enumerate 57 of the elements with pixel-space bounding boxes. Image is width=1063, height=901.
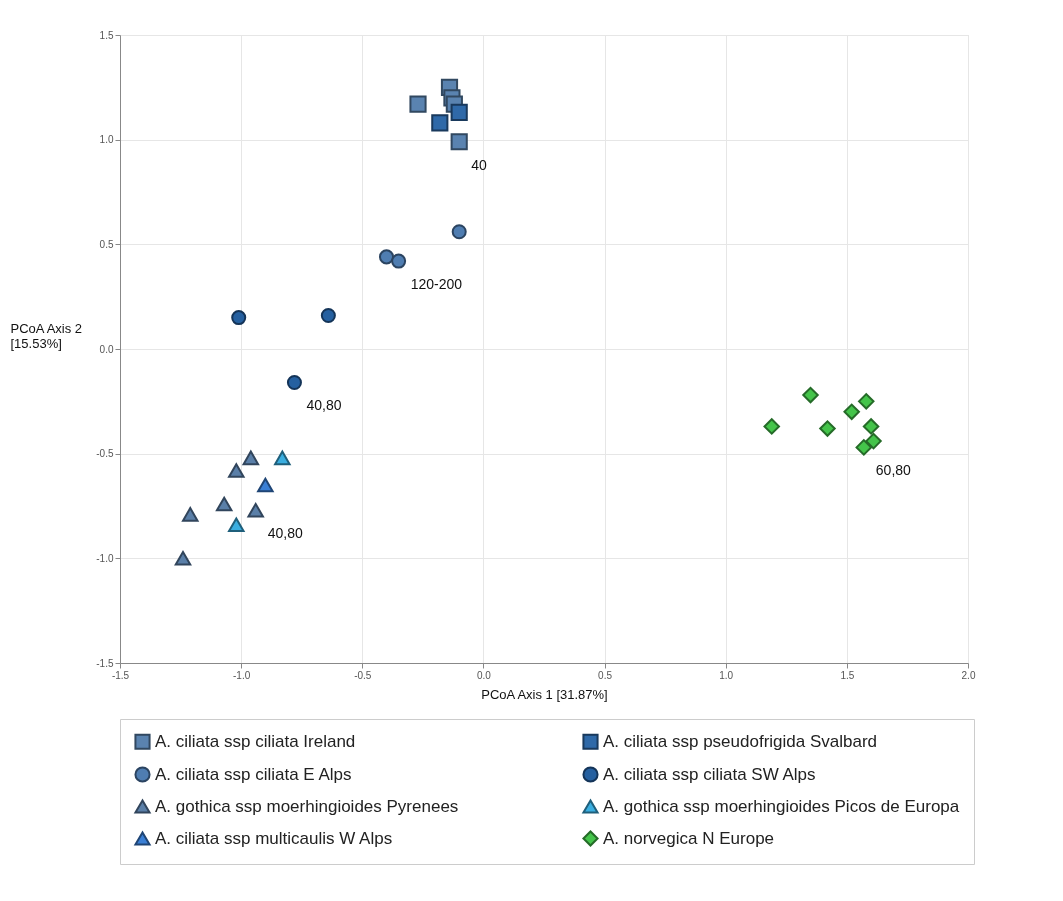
point bbox=[409, 95, 427, 113]
point bbox=[174, 551, 192, 566]
legend-label: A. ciliata ssp multicaulis W Alps bbox=[155, 828, 393, 848]
legend-label: A. gothica ssp moerhingioides Picos de Europa bbox=[603, 796, 960, 816]
x-tick-label: -1.5 bbox=[111, 669, 130, 681]
point bbox=[431, 114, 449, 132]
legend-label: A. ciliata ssp pseudofrigida Svalbard bbox=[603, 731, 878, 751]
point bbox=[819, 420, 836, 437]
legend-label: A. norvegica N Europe bbox=[603, 828, 775, 848]
x-tick-label: 1.0 bbox=[719, 669, 734, 681]
point bbox=[857, 393, 875, 410]
point bbox=[862, 418, 880, 435]
legend-label: A. ciliata ssp ciliata SW Alps bbox=[603, 764, 816, 784]
point bbox=[855, 439, 873, 456]
y-tick-label: -0.5 bbox=[96, 448, 114, 460]
x-tick-label: 1.5 bbox=[840, 669, 855, 681]
x-tick-label: -1.0 bbox=[233, 669, 251, 681]
point bbox=[228, 517, 245, 533]
point bbox=[450, 103, 468, 122]
legend-label: A. ciliata ssp ciliata Ireland bbox=[155, 731, 356, 751]
annotation: 40,80 bbox=[306, 397, 342, 414]
x-tick-label: 2.0 bbox=[961, 669, 976, 681]
point bbox=[182, 507, 199, 522]
x-tick-label: 0.5 bbox=[598, 669, 613, 681]
annotation: 40 bbox=[471, 156, 487, 173]
point bbox=[450, 133, 468, 151]
y-tick-label: -1.5 bbox=[96, 657, 114, 669]
y-tick-label: 1.0 bbox=[99, 134, 114, 146]
y-tick-label: 0.0 bbox=[99, 343, 114, 355]
point bbox=[228, 463, 245, 478]
x-tick-label: 0.0 bbox=[476, 669, 492, 681]
point bbox=[379, 249, 395, 265]
y-tick-label: 0.5 bbox=[99, 238, 114, 250]
point bbox=[320, 308, 336, 324]
point bbox=[802, 386, 819, 404]
legend-label: A. gothica ssp moerhingioides Pyrenees bbox=[155, 796, 459, 816]
legend-label: A. ciliata ssp ciliata E Alps bbox=[155, 764, 352, 784]
point bbox=[247, 502, 264, 518]
annotation: 120-200 bbox=[410, 276, 463, 293]
point bbox=[865, 432, 882, 450]
y-tick-label: 1.5 bbox=[99, 29, 114, 41]
point bbox=[451, 224, 467, 240]
point bbox=[257, 477, 274, 493]
annotation: 60,80 bbox=[875, 462, 912, 479]
point bbox=[391, 253, 407, 269]
y-tick-label: -1.0 bbox=[96, 552, 114, 564]
point bbox=[231, 310, 247, 326]
x-axis-title: PCoA Axis 1 [31.87%] bbox=[481, 686, 608, 702]
point bbox=[242, 450, 260, 466]
y-axis-title: PCoA Axis 2 [15.53%] bbox=[10, 320, 83, 351]
point bbox=[215, 496, 233, 512]
point bbox=[843, 403, 860, 421]
x-tick-label: -0.5 bbox=[354, 669, 372, 681]
point bbox=[274, 450, 291, 466]
point bbox=[763, 418, 780, 435]
annotation: 40,80 bbox=[267, 525, 303, 542]
point bbox=[286, 374, 302, 390]
